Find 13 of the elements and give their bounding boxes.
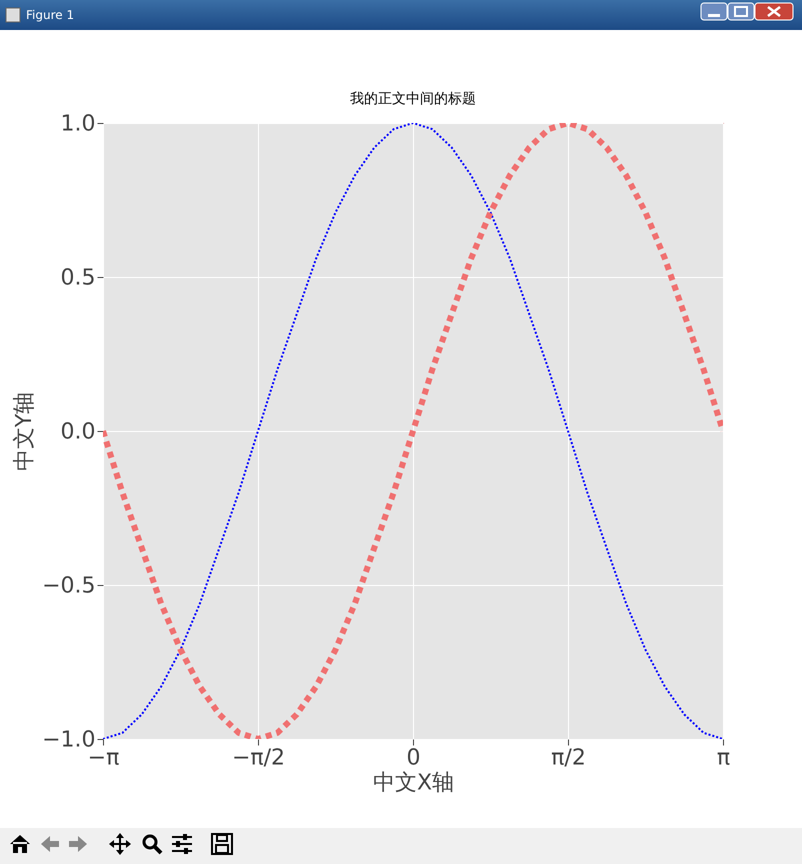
y-tick-label: 0.5 [60,266,96,290]
y-tick-label: 0.0 [60,420,96,444]
x-tick-label: π/2 [551,746,586,770]
x-tick-label: π [716,746,730,770]
x-tick-label: −π/2 [232,746,286,770]
chart-title: 我的正文中间的标题 [350,91,476,107]
x-axis-title: 中文X轴 [372,770,454,796]
y-tick-label: 1.0 [60,112,96,136]
y-axis-title: 中文Y轴 [12,392,38,472]
x-tick-label: 0 [406,746,420,770]
caption: Figure 1 [26,8,74,22]
line-series [103,123,723,739]
y-tick-label: −0.5 [42,574,96,598]
